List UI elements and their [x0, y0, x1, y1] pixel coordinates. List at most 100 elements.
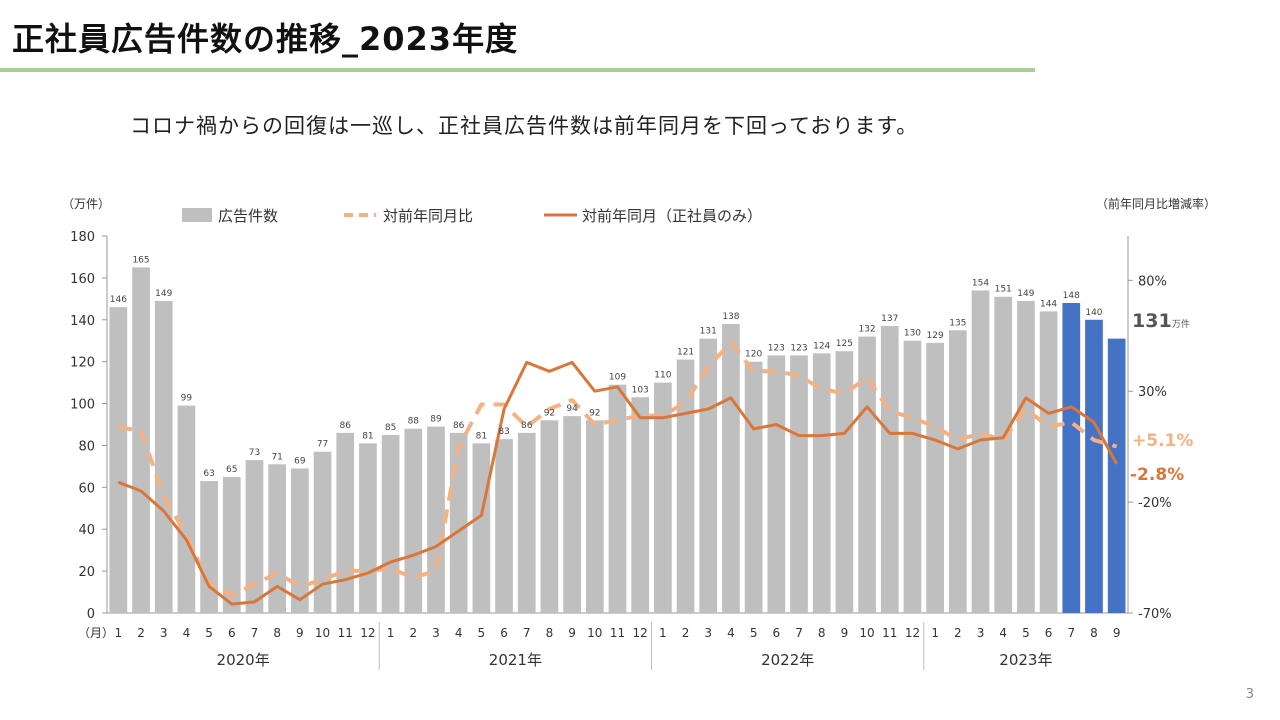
- bar: [835, 351, 854, 613]
- bar-data-label: 110: [654, 371, 671, 381]
- bar: [699, 338, 718, 613]
- month-label: 12: [360, 626, 375, 640]
- month-label: 9: [841, 626, 849, 640]
- left-tick-label: 80: [78, 439, 95, 454]
- bar: [200, 481, 218, 613]
- lines-layer: [117, 340, 1119, 606]
- bar: [517, 432, 536, 613]
- bar: [563, 416, 581, 613]
- bar-data-label: 81: [362, 431, 373, 441]
- bar-data-label: 144: [1040, 299, 1057, 309]
- bars-layer: [109, 267, 1126, 613]
- bar-data-label: 71: [271, 452, 282, 462]
- legend-bar-swatch: [182, 208, 212, 222]
- month-label: 7: [795, 626, 803, 640]
- bar-data-label: 92: [544, 408, 555, 418]
- bar-data-label: 83: [498, 427, 509, 437]
- month-label: 4: [999, 626, 1007, 640]
- legend: 広告件数 対前年同月比 対前年同月（正社員のみ）: [182, 207, 762, 225]
- month-label: 5: [478, 626, 486, 640]
- bar-data-label: 85: [385, 423, 396, 433]
- month-label: 1: [387, 626, 395, 640]
- month-label: 3: [704, 626, 712, 640]
- bar-data-label: 92: [589, 408, 600, 418]
- bar: [540, 420, 559, 613]
- bar-data-label: 137: [881, 314, 898, 324]
- month-label: 11: [610, 626, 625, 640]
- month-label: 6: [228, 626, 236, 640]
- bar-data-label: 94: [566, 404, 578, 414]
- bar: [880, 326, 899, 613]
- page-subtitle: コロナ禍からの回復は一巡し、正社員広告件数は前年同月を下回っております。: [130, 114, 919, 138]
- month-label: 11: [882, 626, 897, 640]
- month-label: 3: [977, 626, 985, 640]
- bar-data-label: 124: [813, 341, 830, 351]
- bar-data-label: 123: [790, 343, 807, 353]
- bar: [971, 290, 990, 613]
- bar: [812, 353, 831, 613]
- year-label: 2020年: [217, 651, 270, 669]
- right-axis-unit: （前年同月比増減率）: [1096, 196, 1216, 211]
- bar-data-label: 125: [836, 339, 853, 349]
- month-label: 6: [773, 626, 781, 640]
- bar: [767, 355, 786, 613]
- month-label: 2: [682, 626, 690, 640]
- year-label: 2021年: [489, 651, 542, 669]
- month-label: 8: [273, 626, 281, 640]
- bar: [722, 323, 740, 613]
- x-axis-unit: （月）: [78, 626, 114, 640]
- bar-data-label: 86: [340, 421, 352, 431]
- bar-last-unit: 万件: [1172, 318, 1190, 330]
- bar-last-value: 131: [1132, 310, 1172, 332]
- bar: [154, 300, 173, 613]
- fulltime-yoy-line: [117, 360, 1119, 606]
- month-label: 9: [568, 626, 576, 640]
- bar: [177, 405, 196, 613]
- bar: [222, 476, 241, 613]
- fulltime-last-value: -2.8%: [1130, 465, 1184, 485]
- bar-data-label: 123: [768, 343, 785, 353]
- bar: [926, 342, 944, 613]
- month-label: 6: [1045, 626, 1053, 640]
- left-tick-label: 140: [70, 314, 95, 329]
- right-tick-label: -70%: [1138, 607, 1172, 622]
- bar-data-label: 69: [294, 456, 306, 466]
- bar-data-label: 165: [132, 255, 149, 265]
- month-label: 2: [409, 626, 417, 640]
- month-label: 5: [205, 626, 213, 640]
- bar: [676, 359, 695, 613]
- bar: [790, 355, 808, 613]
- bar: [291, 468, 309, 613]
- bar: [948, 330, 967, 613]
- page-title: 正社員広告件数の推移_2023年度: [12, 20, 519, 58]
- bar-data-label: 63: [203, 469, 214, 479]
- bar-data-label: 149: [155, 289, 172, 299]
- bar: [472, 443, 491, 613]
- month-label: 12: [905, 626, 920, 640]
- left-tick-label: 180: [70, 230, 95, 245]
- month-label: 10: [315, 626, 330, 640]
- left-tick-label: 20: [78, 565, 95, 580]
- bar-data-label: 88: [408, 417, 420, 427]
- month-label: 5: [1022, 626, 1030, 640]
- right-tick-label: -20%: [1138, 496, 1172, 511]
- bar-data-label: 109: [609, 373, 626, 383]
- left-tick-label: 100: [70, 398, 95, 413]
- bar: [1039, 311, 1058, 613]
- month-label: 1: [931, 626, 939, 640]
- bar-data-label: 138: [722, 312, 739, 322]
- month-label: 8: [546, 626, 554, 640]
- month-label: 4: [183, 626, 191, 640]
- month-label: 10: [859, 626, 874, 640]
- year-label: 2023年: [999, 651, 1052, 669]
- bar-data-label: 81: [476, 431, 487, 441]
- bar-data-label: 132: [858, 325, 875, 335]
- bar: [381, 434, 400, 613]
- month-label: 7: [1067, 626, 1075, 640]
- bar-data-label: 65: [226, 465, 237, 475]
- yoy-line: [117, 340, 1118, 598]
- month-label: 2: [137, 626, 145, 640]
- right-tick-label: 30%: [1138, 385, 1167, 400]
- month-label: 4: [455, 626, 463, 640]
- bar: [404, 428, 423, 613]
